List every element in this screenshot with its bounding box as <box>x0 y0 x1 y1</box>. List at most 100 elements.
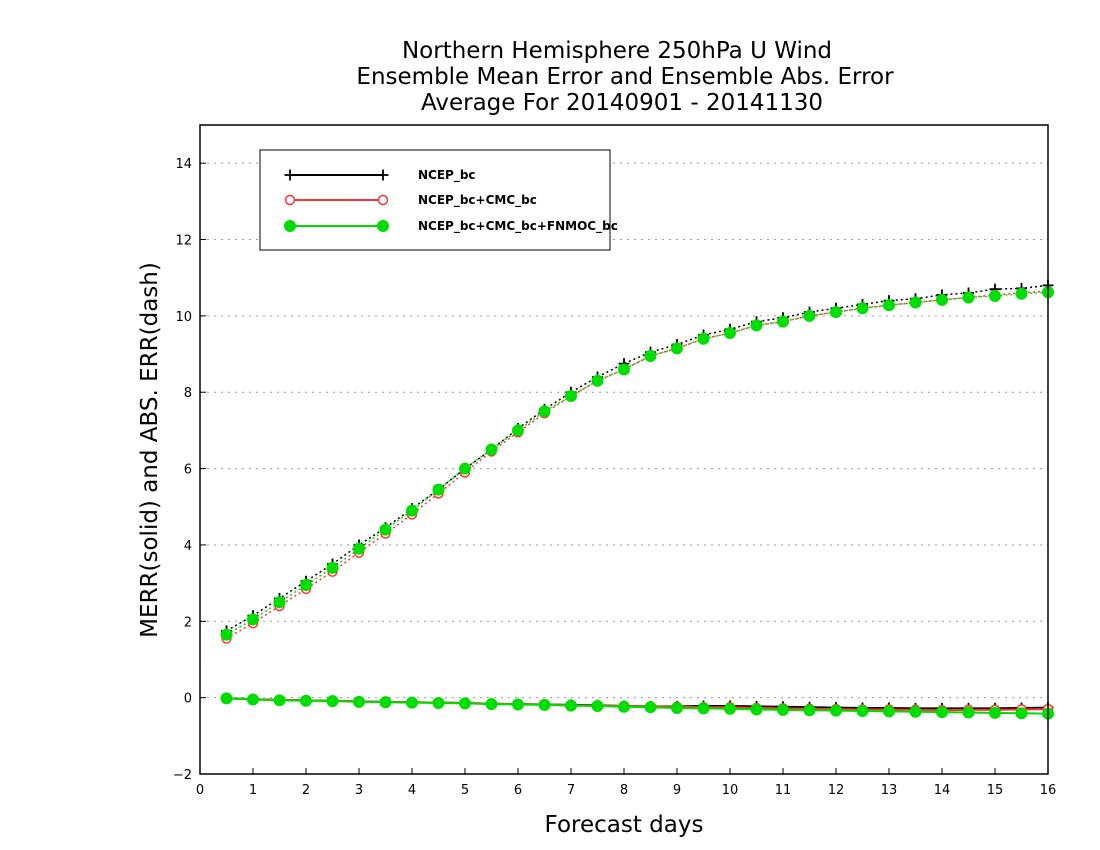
data-point <box>644 349 657 362</box>
series-layer <box>220 279 1054 720</box>
abs-error-line <box>226 291 1049 636</box>
x-tick-label: 14 <box>934 783 951 798</box>
y-tick-label: 10 <box>175 310 192 325</box>
data-point <box>353 542 365 555</box>
data-point <box>406 504 418 517</box>
legend-item: NCEP_bc+CMC_bc <box>284 193 537 208</box>
y-tick-label: 14 <box>175 157 192 172</box>
data-point <box>856 705 869 718</box>
data-point <box>1015 287 1028 300</box>
data-point <box>724 702 736 715</box>
title-line-1: Northern Hemisphere 250hPa U Wind <box>402 38 832 64</box>
data-point <box>432 483 445 496</box>
y-tick-label: 2 <box>184 615 192 630</box>
legend: NCEP_bc NCEP_bc+CMC_bc NCEP_bc+CMC_bc+FNMO… <box>259 149 618 251</box>
data-point <box>777 315 789 328</box>
data-point <box>830 306 842 319</box>
data-point <box>830 704 842 717</box>
abs-error-line <box>226 290 1049 640</box>
data-point <box>406 696 418 709</box>
x-tick-label: 15 <box>987 783 1004 798</box>
data-point <box>936 293 948 306</box>
abs-error-line <box>226 284 1049 632</box>
legend-label: NCEP_bc <box>418 168 476 183</box>
legend-item: NCEP_bc+CMC_bc+FNMOC_bc <box>284 219 618 234</box>
data-point <box>591 700 604 713</box>
data-point <box>989 706 1001 719</box>
y-tick-label: 6 <box>184 463 192 478</box>
data-point <box>512 698 524 711</box>
data-point <box>379 523 392 536</box>
title-line-2: Ensemble Mean Error and Ensemble Abs. Er… <box>356 64 894 90</box>
gridlines <box>200 162 1048 775</box>
x-tick-label: 7 <box>567 783 575 798</box>
data-point <box>485 443 498 456</box>
data-point <box>989 290 1001 303</box>
x-tick-label: 2 <box>302 783 310 798</box>
data-point <box>962 291 975 304</box>
data-point <box>803 309 816 322</box>
x-tick-label: 11 <box>775 783 792 798</box>
x-axis-label: Forecast days <box>545 812 704 838</box>
data-point <box>459 462 471 475</box>
data-point <box>220 628 233 641</box>
data-point <box>326 695 339 708</box>
data-point <box>750 319 763 332</box>
data-point <box>936 706 948 719</box>
y-axis-label: MERR(solid) and ABS. ERR(dash) <box>137 262 163 638</box>
data-point <box>284 169 296 181</box>
data-point <box>671 342 683 355</box>
data-point <box>644 701 657 714</box>
series <box>221 279 1054 714</box>
x-axis: 0 1 2 3 4 5 6 7 8 9 10 11 12 13 14 15 16 <box>196 768 1056 798</box>
title-line-3: Average For 20140901 - 20141130 <box>421 90 823 116</box>
data-point <box>883 299 895 312</box>
x-tick-label: 9 <box>673 783 681 798</box>
series <box>220 286 1054 720</box>
data-point <box>377 220 389 232</box>
data-point <box>247 693 259 706</box>
data-point <box>284 194 296 206</box>
data-point <box>962 706 975 719</box>
data-point <box>538 405 551 418</box>
data-point <box>697 702 710 715</box>
data-point <box>220 692 233 705</box>
data-point <box>909 296 922 309</box>
data-point <box>377 169 389 181</box>
data-point <box>591 374 604 387</box>
data-point <box>671 701 683 714</box>
data-point <box>284 220 296 232</box>
x-tick-label: 4 <box>408 783 416 798</box>
data-point <box>724 327 736 340</box>
x-tick-label: 13 <box>881 783 898 798</box>
data-point <box>326 561 339 574</box>
x-tick-label: 16 <box>1040 783 1057 798</box>
data-point <box>618 363 630 376</box>
data-point <box>459 697 471 710</box>
x-tick-label: 0 <box>196 783 204 798</box>
y-tick-label: 0 <box>184 692 192 707</box>
data-point <box>379 696 392 709</box>
data-point <box>565 390 577 403</box>
data-point <box>565 699 577 712</box>
mean-error-line <box>226 697 1049 715</box>
data-point <box>353 695 365 708</box>
data-point <box>512 424 524 437</box>
series <box>221 285 1054 716</box>
y-tick-label: 8 <box>184 386 192 401</box>
chart-title: Northern Hemisphere 250hPa U Wind Ensemb… <box>356 38 894 116</box>
data-point <box>697 332 710 345</box>
data-point <box>273 596 286 609</box>
data-point <box>432 696 445 709</box>
x-tick-label: 1 <box>249 783 257 798</box>
data-point <box>803 704 816 717</box>
data-point <box>909 705 922 718</box>
x-tick-label: 5 <box>461 783 469 798</box>
data-point <box>1015 707 1028 720</box>
data-point <box>856 302 869 315</box>
y-axis: −2 0 2 4 6 8 10 12 14 <box>173 157 206 783</box>
x-tick-label: 3 <box>355 783 363 798</box>
data-point <box>377 194 389 206</box>
legend-label: NCEP_bc+CMC_bc+FNMOC_bc <box>418 219 618 234</box>
